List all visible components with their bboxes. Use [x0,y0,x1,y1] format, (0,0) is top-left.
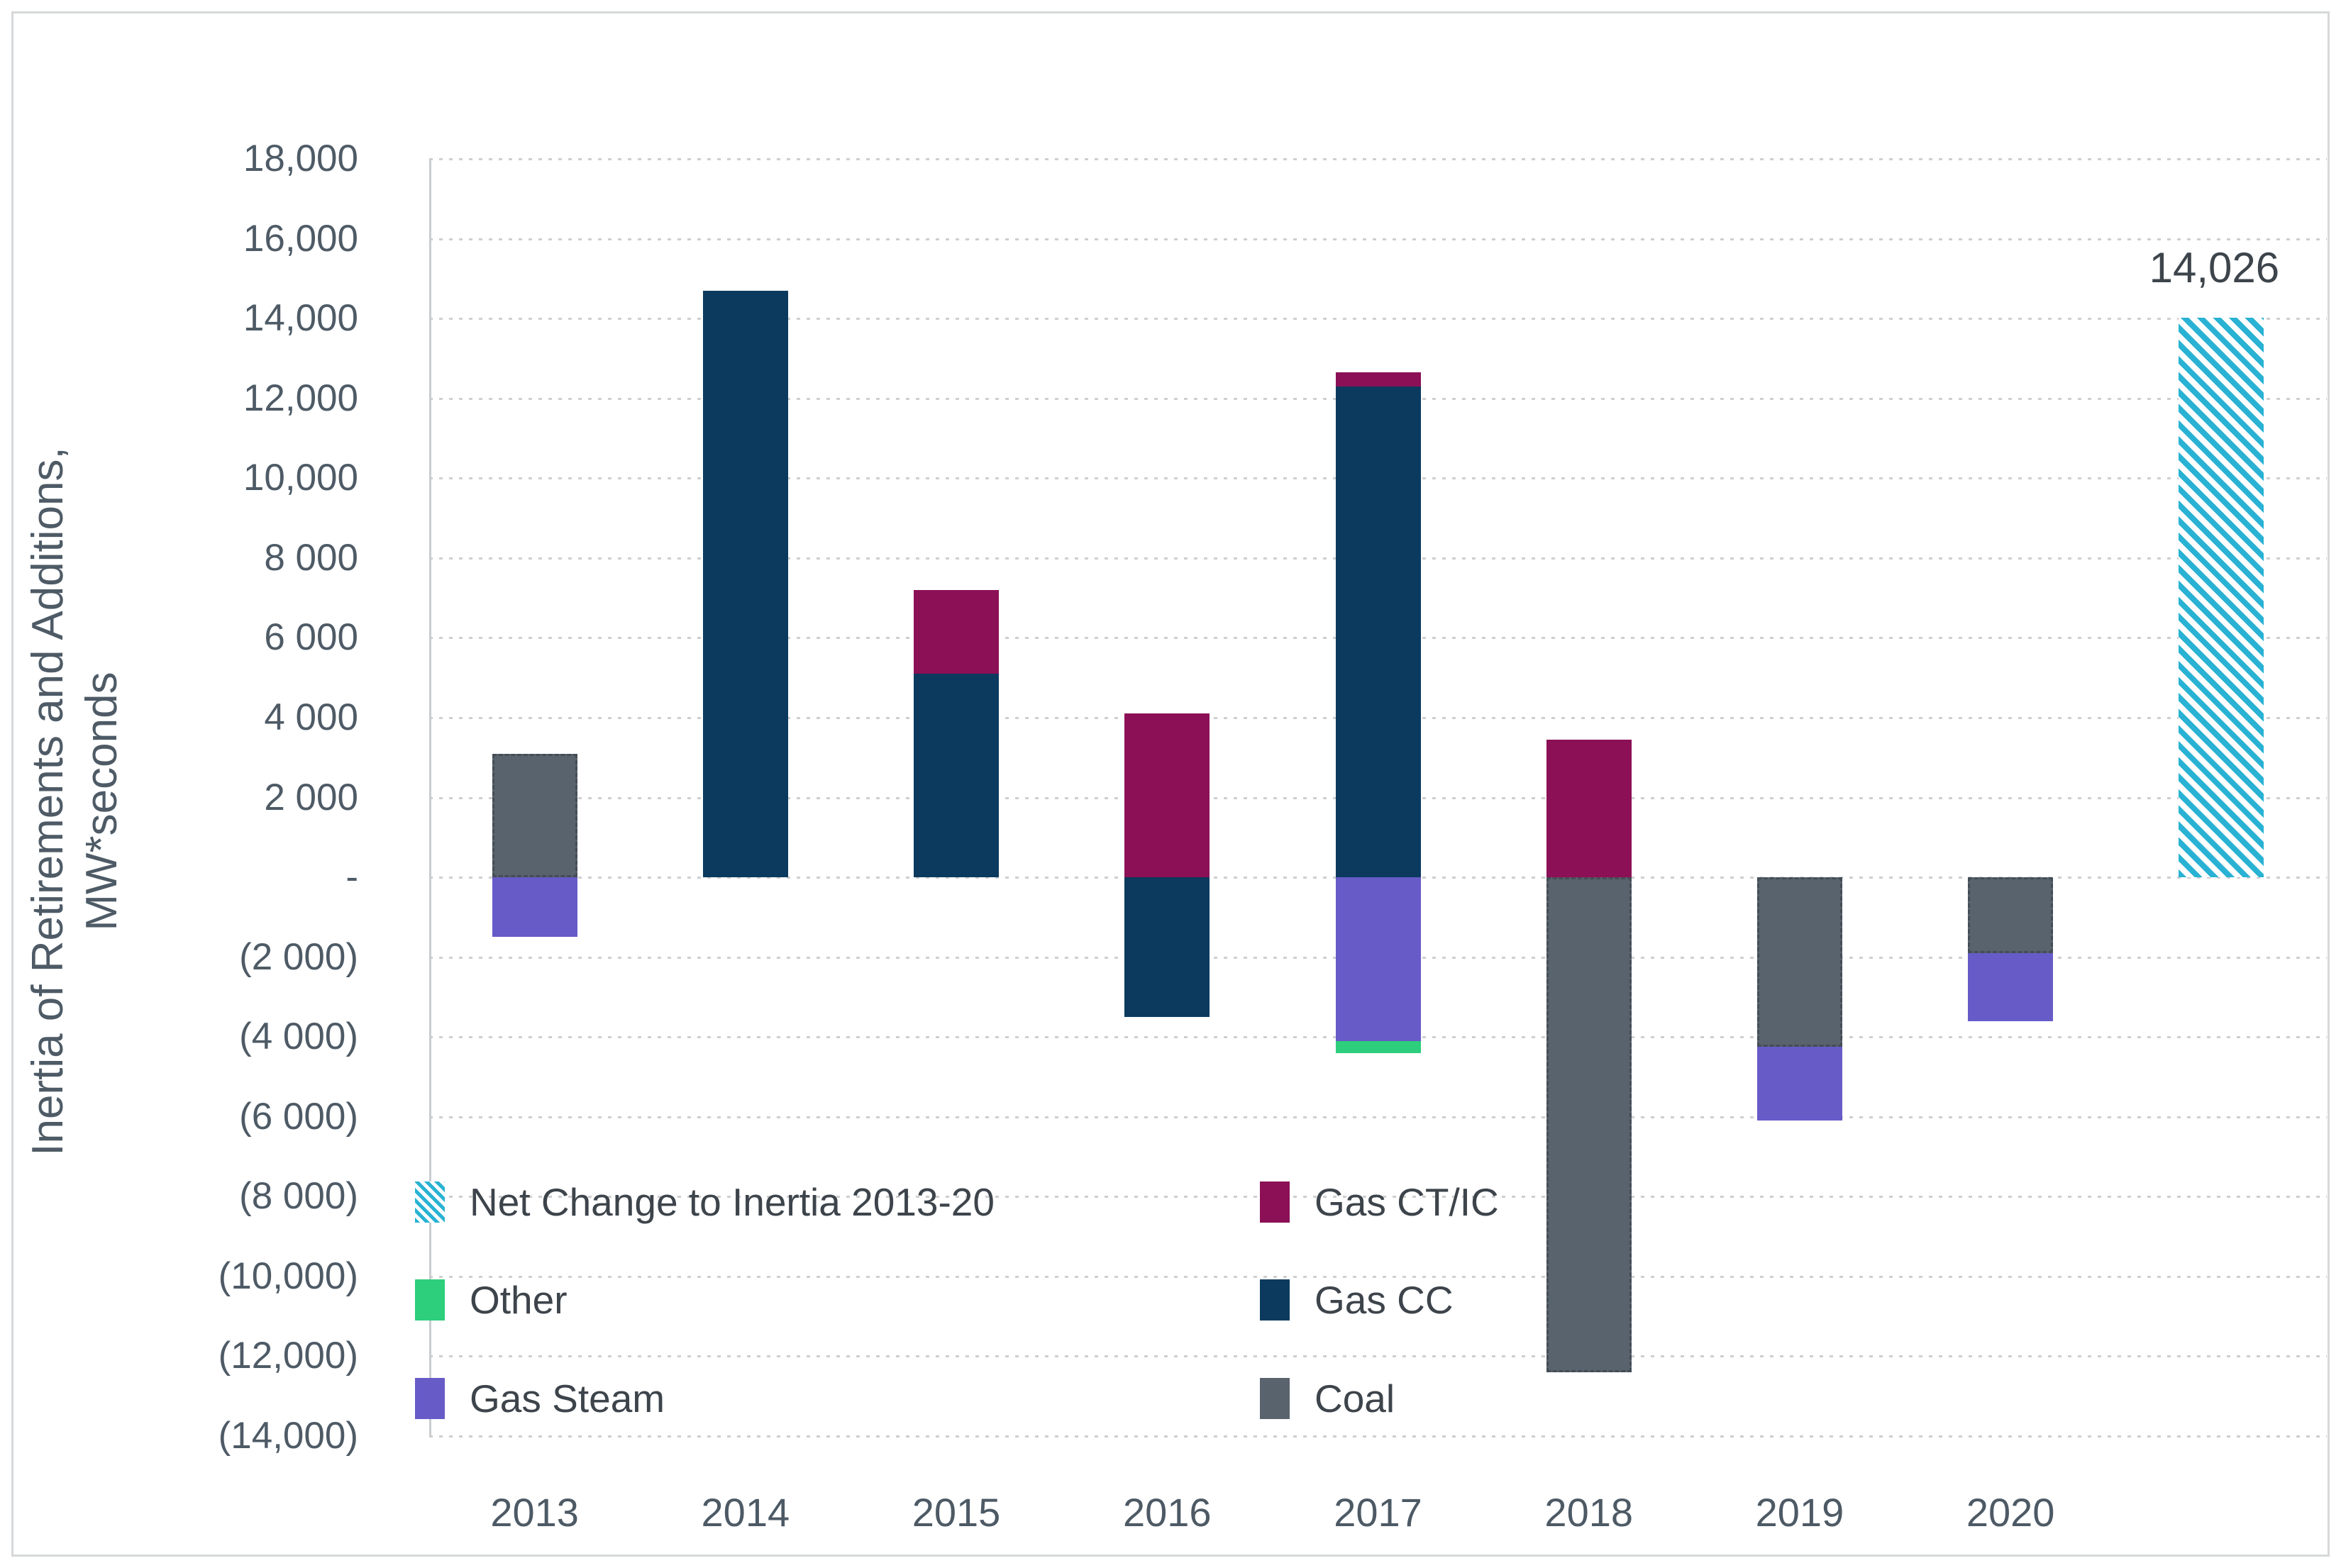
gridline [429,1275,2327,1278]
bar-segment-gas-steam [492,877,577,938]
legend-label: Gas CC [1315,1278,1454,1322]
bar-segment-gas-steam [1968,952,2054,1021]
net-change-data-label: 14,026 [2149,243,2280,291]
bar-segment-coal [1968,877,2054,953]
bar-segment-coal [1756,877,1842,1047]
x-axis-label-2015: 2015 [912,1490,1001,1535]
bar-segment-coal [492,753,577,878]
y-tick-label: (6 000) [239,1095,358,1138]
y-tick-label: (14,000) [218,1415,358,1457]
x-axis-label-2018: 2018 [1544,1490,1633,1535]
y-tick-label: 6 000 [264,616,358,659]
y-tick-label: (12,000) [218,1335,358,1377]
y-tick-label: 8 000 [264,536,358,579]
legend-label: Other [470,1278,568,1322]
legend-swatch-icon [1260,1378,1290,1419]
bar-segment-gas-cc [1335,386,1421,878]
gridline [429,158,2327,160]
y-tick-label: 4 000 [264,696,358,738]
y-tick-label: (8 000) [239,1175,358,1218]
bar-segment-gas-steam [1335,877,1421,1041]
x-axis-label-2016: 2016 [1122,1490,1212,1535]
y-tick-label: (10,000) [218,1255,358,1297]
y-tick-label: 14,000 [243,297,358,340]
gridline [429,238,2327,240]
y-tick-label: 18,000 [243,138,358,179]
legend-label: Gas CT/IC [1315,1180,1499,1224]
legend-swatch-icon [415,1378,445,1419]
bar-segment-gas-cc [702,290,788,878]
y-tick-label: 12,000 [243,377,358,419]
legend-label: Coal [1315,1377,1395,1420]
y-tick-label: 2 000 [264,776,358,818]
y-tick-label: 16,000 [243,217,358,260]
legend-swatch-icon [415,1279,445,1320]
gridline [429,1196,2327,1199]
x-axis-label-2014: 2014 [701,1490,790,1535]
bar-net-change-hatched [2179,317,2264,878]
bar-segment-gas-ct-ic [914,589,1000,674]
chart-border [11,11,2330,1557]
y-tick-label: (2 000) [239,935,358,978]
legend-label: Gas Steam [470,1377,665,1420]
legend-label: Net Change to Inertia 2013-20 [470,1180,995,1224]
bar-segment-gas-ct-ic [1124,713,1210,878]
y-axis-line [429,159,431,1436]
legend-swatch-icon [1260,1181,1290,1223]
legend-swatch-net-change-hatch-icon [415,1181,445,1223]
x-axis-label-2013: 2013 [490,1490,579,1535]
legend-swatch-icon [1260,1279,1290,1320]
x-axis-label-2017: 2017 [1334,1490,1422,1535]
y-tick-label: (4 000) [239,1016,358,1058]
bar-segment-gas-cc [914,674,1000,878]
bar-segment-coal [1546,877,1632,1372]
y-tick-label: - [345,856,358,899]
bar-segment-gas-ct-ic [1546,739,1632,878]
x-axis-label-2020: 2020 [1966,1490,2055,1535]
gridline [429,1355,2327,1358]
gridline [429,318,2327,321]
bar-segment-gas-ct-ic [1335,372,1421,387]
gridline [429,1116,2327,1118]
bar-segment-gas-cc [1124,877,1210,1018]
y-tick-label: 10,000 [243,457,358,499]
x-axis-label-2019: 2019 [1755,1490,1844,1535]
gridline [429,1435,2327,1438]
bar-segment-other [1335,1040,1421,1053]
bar-segment-gas-steam [1756,1047,1842,1121]
